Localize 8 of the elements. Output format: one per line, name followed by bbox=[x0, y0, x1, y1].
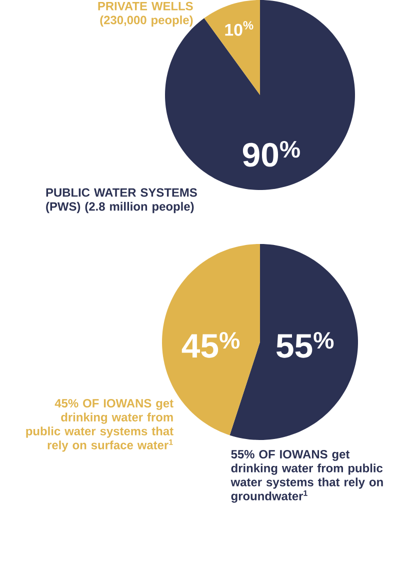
data-label: 90$^{%}$ bbox=[242, 140, 300, 167]
slice-label: 45% OF IOWANS get drinking water from public water systems that rely on surface water$^{1}$ bbox=[26, 399, 174, 452]
data-label: 45$^{%}$ bbox=[182, 332, 240, 358]
data-label: 55$^{%}$ bbox=[276, 332, 334, 358]
data-label: 10$^{%}$ bbox=[225, 21, 254, 36]
slice-label: PRIVATE WELLS (230,000 people) bbox=[98, 2, 193, 27]
slice-label: PUBLIC WATER SYSTEMS (PWS) (2.8 million people) bbox=[46, 188, 197, 214]
slice-label: 55% OF IOWANS get drinking water from public water systems that rely on groundwater$^{1}$ bbox=[230, 450, 383, 503]
